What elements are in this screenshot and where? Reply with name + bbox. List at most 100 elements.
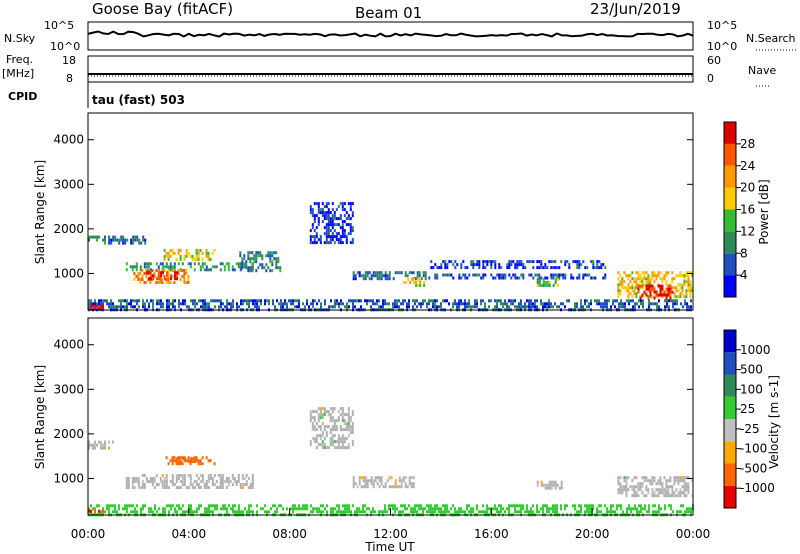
scatter-cell xyxy=(174,277,176,281)
scatter-cell xyxy=(536,266,539,270)
scatter-cell xyxy=(331,428,334,432)
scatter-cell xyxy=(508,266,511,270)
scatter-cell xyxy=(360,485,363,489)
scatter-cell xyxy=(656,510,658,514)
colorbar-tick-label: 24 xyxy=(740,159,755,173)
scatter-cell xyxy=(185,248,188,252)
scatter-cell xyxy=(331,419,334,423)
scatter-cell xyxy=(382,299,384,303)
scatter-cell xyxy=(195,483,198,486)
scatter-cell xyxy=(552,510,554,514)
scatter-cell xyxy=(159,262,162,266)
scatter-cell xyxy=(424,277,427,281)
scatter-cell xyxy=(685,494,688,498)
scatter-cell xyxy=(268,299,270,303)
scatter-cell xyxy=(659,491,662,495)
scatter-cell xyxy=(327,214,330,218)
scatter-cell xyxy=(126,299,128,303)
scatter-cell xyxy=(414,302,416,306)
scatter-cell xyxy=(580,299,582,303)
scatter-cell xyxy=(634,504,636,508)
scatter-cell xyxy=(243,262,246,266)
scatter-cell xyxy=(434,273,437,277)
scatter-cell xyxy=(362,274,365,278)
scatter-cell xyxy=(141,278,144,281)
nsearch-tick-bottom: 10^0 xyxy=(707,40,737,53)
scatter-cell xyxy=(625,479,628,483)
scatter-cell xyxy=(538,266,541,270)
scatter-cell xyxy=(403,280,406,284)
scatter-cell xyxy=(201,251,204,255)
scatter-cell xyxy=(438,510,440,514)
power-data xyxy=(88,202,694,312)
scatter-cell xyxy=(282,302,284,306)
scatter-cell xyxy=(164,510,166,514)
scatter-cell xyxy=(339,437,342,441)
scatter-cell xyxy=(608,299,610,303)
scatter-cell xyxy=(222,302,224,306)
scatter-cell xyxy=(333,440,336,444)
scatter-cell xyxy=(602,302,604,306)
scatter-cell xyxy=(528,273,531,277)
scatter-cell xyxy=(582,276,585,280)
scatter-cell xyxy=(122,507,124,511)
scatter-cell xyxy=(580,302,582,306)
scatter-cell xyxy=(430,299,432,303)
scatter-cell xyxy=(90,443,92,447)
scatter-cell xyxy=(343,440,346,444)
scatter-cell xyxy=(560,260,563,264)
scatter-cell xyxy=(666,299,668,303)
scatter-cell xyxy=(631,295,634,299)
scatter-cell xyxy=(418,507,420,511)
scatter-cell xyxy=(586,510,588,514)
scatter-cell xyxy=(546,280,549,284)
scatter-cell xyxy=(406,485,409,489)
scatter-cell xyxy=(159,281,162,284)
scatter-cell xyxy=(207,254,210,258)
scatter-cell xyxy=(396,271,399,275)
scatter-cell xyxy=(313,416,316,420)
scatter-cell xyxy=(245,260,248,264)
nsky-frame xyxy=(87,21,694,51)
scatter-cell xyxy=(684,299,686,303)
scatter-cell xyxy=(664,299,666,303)
scatter-cell xyxy=(315,241,318,245)
scatter-cell xyxy=(631,488,634,492)
scatter-cell xyxy=(241,257,244,261)
scatter-cell xyxy=(687,485,690,489)
scatter-cell xyxy=(554,266,557,270)
scatter-cell xyxy=(223,265,226,269)
scatter-cell xyxy=(474,305,476,309)
scatter-cell xyxy=(518,260,521,264)
scatter-cell xyxy=(347,214,350,218)
scatter-cell xyxy=(349,431,352,435)
scatter-cell xyxy=(592,266,595,270)
scatter-cell xyxy=(319,413,322,417)
scatter-cell xyxy=(430,260,433,264)
scatter-cell xyxy=(550,305,552,309)
scatter-cell xyxy=(556,510,558,514)
scatter-cell xyxy=(157,265,160,269)
scatter-cell xyxy=(677,283,680,287)
scatter-cell xyxy=(420,504,422,508)
scatter-cell xyxy=(176,460,179,464)
scatter-cell xyxy=(323,428,326,432)
scatter-cell xyxy=(436,266,439,270)
nsky-tick-top: 10^5 xyxy=(44,19,74,32)
scatter-cell xyxy=(143,483,146,486)
scatter-cell xyxy=(536,480,539,484)
scatter-cell xyxy=(380,482,383,486)
scatter-cell xyxy=(622,510,624,514)
scatter-cell xyxy=(337,217,340,221)
scatter-cell xyxy=(649,287,652,291)
scatter-cell xyxy=(227,480,230,483)
scatter-cell xyxy=(268,302,270,306)
scatter-cell xyxy=(659,293,662,297)
scatter-cell xyxy=(325,214,328,218)
scatter-cell xyxy=(163,486,166,489)
scatter-region xyxy=(125,474,254,489)
scatter-cell xyxy=(151,483,154,486)
scatter-cell xyxy=(130,305,132,309)
scatter-cell xyxy=(492,276,495,280)
